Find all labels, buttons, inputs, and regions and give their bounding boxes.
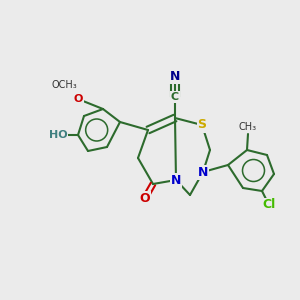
Text: S: S	[197, 118, 206, 131]
Text: N: N	[198, 166, 208, 178]
Text: HO: HO	[49, 130, 67, 140]
Text: Cl: Cl	[262, 199, 276, 212]
Text: N: N	[171, 173, 181, 187]
Text: O: O	[140, 191, 150, 205]
Text: O: O	[73, 94, 83, 104]
Text: OCH₃: OCH₃	[51, 80, 77, 90]
Text: CH₃: CH₃	[239, 122, 257, 132]
Text: N: N	[170, 70, 180, 83]
Text: C: C	[171, 92, 179, 102]
